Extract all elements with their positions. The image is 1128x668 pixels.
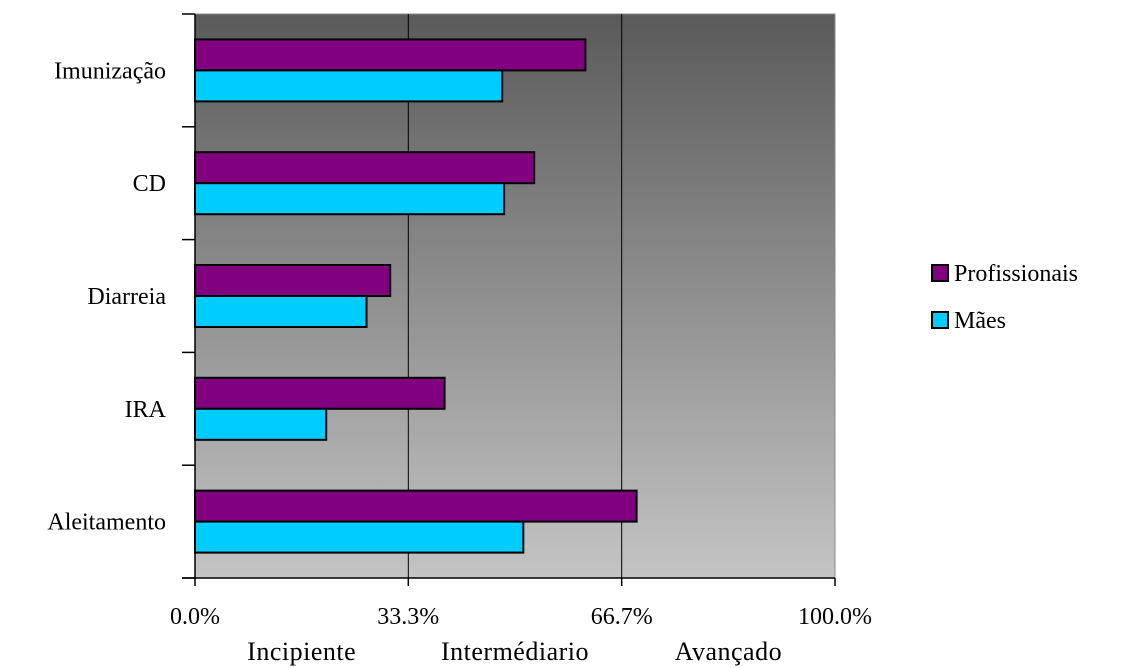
x-tick-label: 33.3%	[377, 604, 439, 630]
legend-swatch-profissionais	[931, 264, 949, 282]
legend: Profissionais Mães	[931, 261, 1078, 334]
bar-maes-ira	[194, 407, 328, 441]
axis-labels: Imunização CD Diarreia IRA Aleitamento 0.0% 33…	[47, 58, 872, 666]
legend-label-profissionais: Profissionais	[954, 261, 1078, 287]
category-label: IRA	[125, 397, 167, 423]
bars	[194, 38, 638, 554]
zone-label-incipiente: Incipiente	[247, 637, 356, 666]
x-tick-label: 100.0%	[798, 604, 872, 630]
category-label: CD	[133, 171, 166, 197]
legend-label-maes: Mães	[954, 308, 1006, 334]
zone-label-intermediario: Intermédiario	[441, 637, 589, 666]
bar-profissionais-diarreia	[194, 264, 392, 297]
x-tick-label: 0.0%	[170, 604, 220, 630]
axes	[182, 13, 836, 586]
bar-profissionais-imunizacao	[194, 38, 587, 72]
category-label: Aleitamento	[47, 510, 166, 536]
bar-maes-imunizacao	[194, 69, 504, 103]
category-label: Imunização	[54, 58, 166, 84]
gridlines	[407, 14, 623, 578]
bar-profissionais-cd	[194, 151, 536, 185]
bar-maes-diarreia	[194, 295, 368, 328]
x-tick-label: 66.7%	[591, 604, 653, 630]
bar-maes-aleitamento	[194, 520, 525, 554]
legend-swatch-maes	[931, 311, 949, 329]
bar-profissionais-ira	[194, 376, 446, 410]
bar-profissionais-aleitamento	[194, 489, 638, 523]
category-label: Diarreia	[87, 284, 166, 310]
zone-label-avancado: Avançado	[675, 637, 782, 666]
bar-maes-cd	[194, 182, 506, 216]
